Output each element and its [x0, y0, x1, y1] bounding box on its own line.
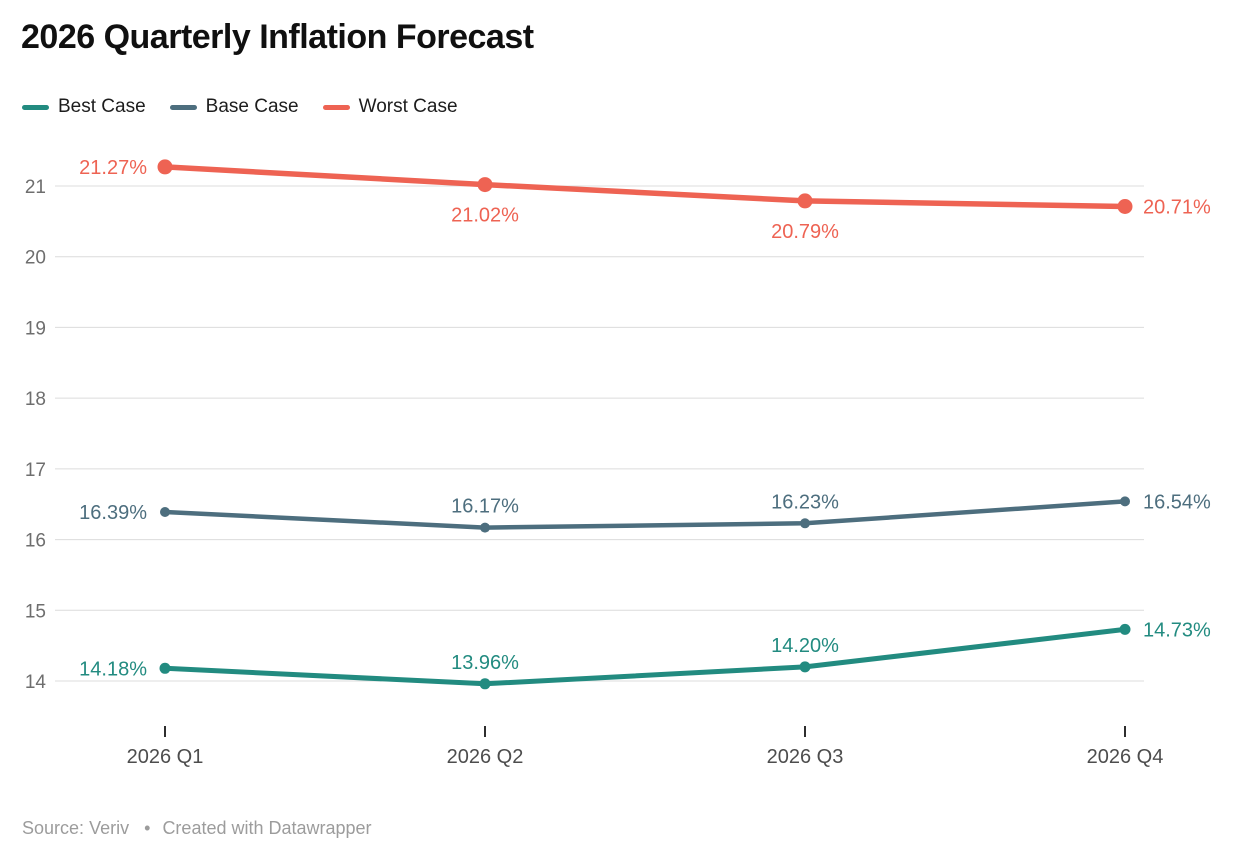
data-point-base-case-2[interactable]: [800, 518, 810, 529]
y-axis-label: 15: [25, 601, 46, 622]
legend-label-best-case: Best Case: [58, 96, 146, 117]
y-axis-label: 21: [25, 177, 46, 198]
y-axis-label: 16: [25, 531, 46, 552]
legend-item-worst-case[interactable]: Worst Case: [322, 96, 458, 118]
legend-swatch-worst-case: [322, 104, 350, 110]
data-point-label-base-case-3: 16.54%: [1143, 491, 1211, 513]
series-line-worst-case: [162, 164, 1128, 210]
x-axis-label: 2026 Q3: [767, 746, 844, 768]
source-label: Source:: [22, 818, 85, 838]
data-point-label-best-case-2: 14.20%: [771, 635, 839, 657]
y-axis-label: 17: [25, 460, 46, 481]
data-point-best-case-0[interactable]: [159, 662, 171, 674]
data-point-best-case-3[interactable]: [1119, 623, 1131, 635]
data-point-label-worst-case-1: 21.02%: [451, 205, 519, 227]
x-axis-label: 2026 Q4: [1087, 746, 1164, 768]
legend: Best Case Base Case Worst Case: [22, 96, 482, 118]
data-point-base-case-3[interactable]: [1120, 496, 1130, 507]
data-point-label-base-case-0: 16.39%: [79, 502, 147, 524]
data-point-best-case-1[interactable]: [479, 678, 491, 690]
data-point-label-base-case-2: 16.23%: [771, 491, 839, 513]
footer-separator: •: [144, 818, 151, 838]
data-point-worst-case-3[interactable]: [1117, 199, 1133, 214]
data-point-label-base-case-1: 16.17%: [451, 496, 519, 518]
x-axis-label: 2026 Q2: [447, 746, 524, 768]
data-point-label-worst-case-2: 20.79%: [771, 221, 839, 243]
series-line-base-case: [162, 499, 1128, 530]
data-point-worst-case-1[interactable]: [477, 177, 493, 193]
y-axis-label: 20: [25, 248, 46, 269]
data-point-label-best-case-0: 14.18%: [79, 658, 147, 680]
data-point-best-case-2[interactable]: [799, 661, 811, 673]
datawrapper-attribution-link[interactable]: Created with Datawrapper: [162, 818, 372, 838]
legend-item-best-case[interactable]: Best Case: [22, 96, 146, 118]
chart-footer: Source: Veriv • Created with Datawrapper: [22, 818, 372, 839]
data-point-label-worst-case-0: 21.27%: [79, 157, 147, 179]
legend-label-base-case: Base Case: [205, 96, 299, 117]
data-point-base-case-1[interactable]: [480, 522, 490, 533]
data-point-worst-case-2[interactable]: [797, 193, 813, 209]
legend-item-base-case[interactable]: Base Case: [169, 96, 299, 118]
data-point-worst-case-0[interactable]: [157, 159, 173, 175]
legend-label-worst-case: Worst Case: [358, 96, 458, 117]
data-point-label-worst-case-3: 20.71%: [1143, 197, 1211, 219]
y-axis-label: 19: [25, 318, 46, 339]
y-axis-label: 14: [25, 672, 47, 693]
legend-swatch-best-case: [22, 104, 49, 110]
source-value: Veriv: [89, 818, 130, 838]
y-axis-label: 18: [25, 389, 46, 410]
data-point-base-case-0[interactable]: [160, 507, 170, 517]
data-point-label-best-case-1: 13.96%: [451, 652, 519, 674]
data-point-label-best-case-3: 14.73%: [1143, 619, 1211, 641]
chart-title: 2026 Quarterly Inflation Forecast: [21, 18, 534, 56]
x-axis-label: 2026 Q1: [127, 746, 204, 768]
legend-swatch-base-case: [169, 104, 197, 110]
series-line-best-case: [162, 626, 1128, 687]
